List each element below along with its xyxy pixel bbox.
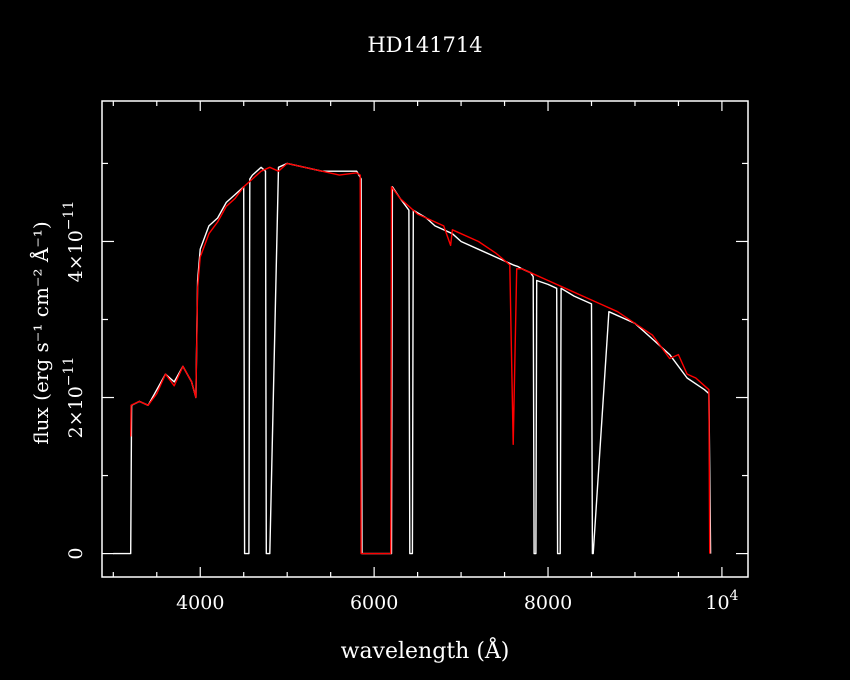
series-layer (113, 162, 712, 555)
x-tick-label: 8000 (524, 592, 572, 614)
x-tick-label: 4000 (176, 592, 224, 614)
x-tick-label: 6000 (350, 592, 398, 614)
y-axis-label: flux (erg s⁻¹ cm⁻² Å⁻¹) (28, 221, 53, 444)
chart-title: HD141714 (367, 33, 482, 57)
y-tick-label: 0 (65, 548, 87, 560)
series-line-red (130, 162, 711, 555)
x-axis-label: wavelength (Å) (341, 636, 510, 664)
plot-frame (101, 100, 749, 578)
